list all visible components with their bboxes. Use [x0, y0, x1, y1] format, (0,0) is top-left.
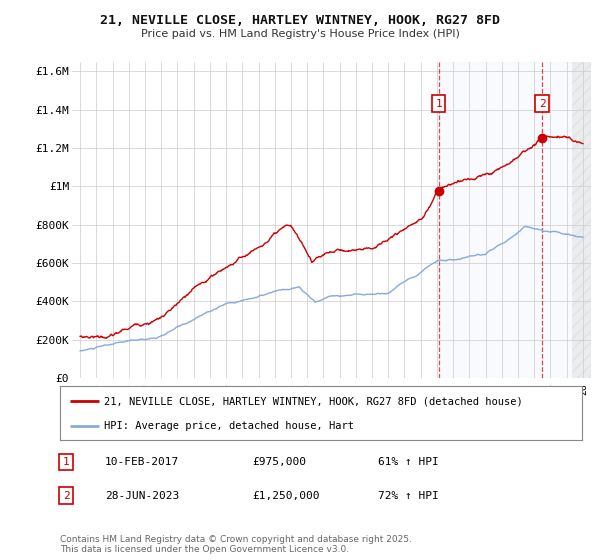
- Text: 1: 1: [62, 457, 70, 467]
- Text: HPI: Average price, detached house, Hart: HPI: Average price, detached house, Hart: [104, 421, 355, 431]
- Text: 10-FEB-2017: 10-FEB-2017: [105, 457, 179, 467]
- Text: 72% ↑ HPI: 72% ↑ HPI: [378, 491, 439, 501]
- Text: 1: 1: [436, 99, 442, 109]
- Text: Price paid vs. HM Land Registry's House Price Index (HPI): Price paid vs. HM Land Registry's House …: [140, 29, 460, 39]
- Text: 28-JUN-2023: 28-JUN-2023: [105, 491, 179, 501]
- Text: 2: 2: [62, 491, 70, 501]
- Text: 2: 2: [539, 99, 545, 109]
- Text: 21, NEVILLE CLOSE, HARTLEY WINTNEY, HOOK, RG27 8FD (detached house): 21, NEVILLE CLOSE, HARTLEY WINTNEY, HOOK…: [104, 396, 523, 407]
- Bar: [439, 62, 591, 378]
- Bar: [572, 62, 591, 378]
- Text: £975,000: £975,000: [252, 457, 306, 467]
- Text: 21, NEVILLE CLOSE, HARTLEY WINTNEY, HOOK, RG27 8FD: 21, NEVILLE CLOSE, HARTLEY WINTNEY, HOOK…: [100, 14, 500, 27]
- Text: £1,250,000: £1,250,000: [252, 491, 320, 501]
- Text: Contains HM Land Registry data © Crown copyright and database right 2025.
This d: Contains HM Land Registry data © Crown c…: [60, 535, 412, 554]
- Text: 61% ↑ HPI: 61% ↑ HPI: [378, 457, 439, 467]
